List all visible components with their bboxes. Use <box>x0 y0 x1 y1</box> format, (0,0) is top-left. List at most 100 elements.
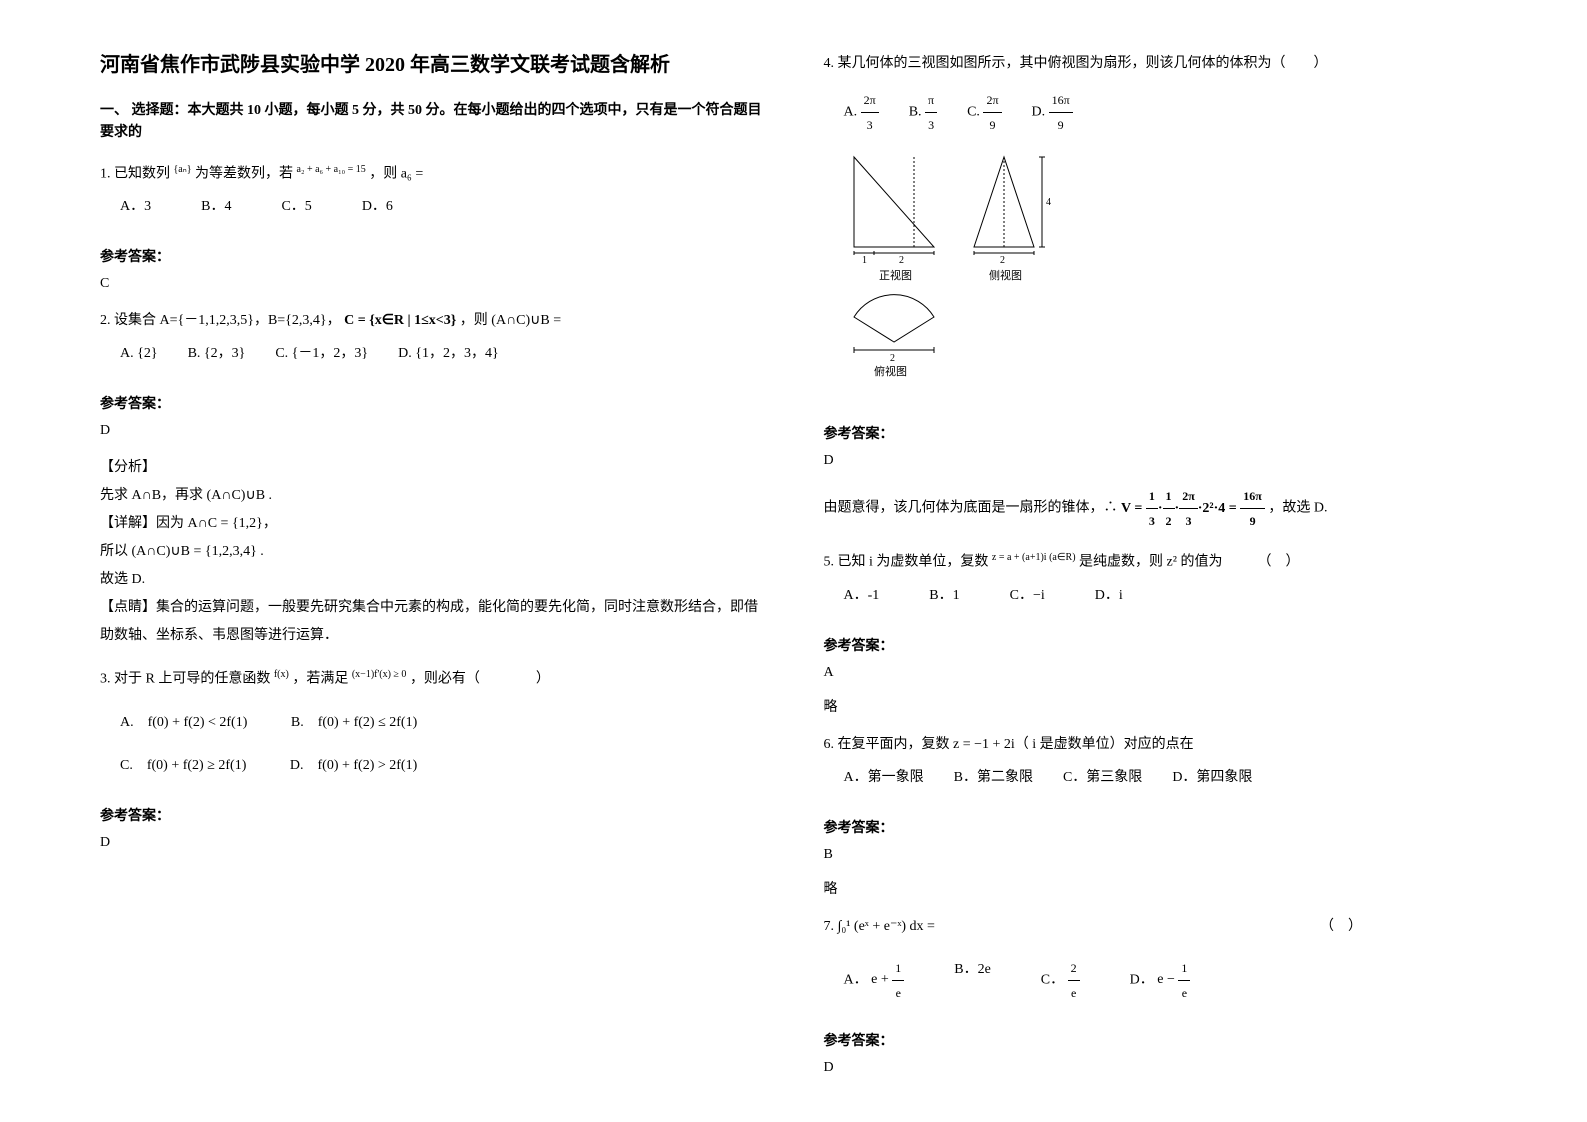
q3-answer-label: 参考答案： <box>100 805 764 825</box>
q7-opt-c: C． 2e <box>1041 956 1080 1005</box>
document-title: 河南省焦作市武陟县实验中学 2020 年高三数学文联考试题含解析 <box>100 50 764 80</box>
q2-answer-label: 参考答案： <box>100 393 764 413</box>
q7-opt-a-expr: e + 1e <box>871 972 904 987</box>
q4-opt-c-prefix: C. <box>967 105 980 120</box>
q2-opt-c: C. {－1，2，3} <box>275 340 368 368</box>
q1-text-suffix: ，则 a₆ = <box>369 166 423 181</box>
q5-text-suffix: 是纯虚数，则 z² 的值为 （ ） <box>1079 555 1299 570</box>
q2-opt-d: D. {1，2，3，4} <box>398 340 499 368</box>
q5-opt-c: C．−i <box>1010 582 1045 610</box>
question-2: 2. 设集合 A={－1,1,2,3,5}，B={2,3,4}， C = {x∈… <box>100 307 764 368</box>
q4-opt-c: C. 2π9 <box>967 88 1001 137</box>
q2-detail-2: 所以 (A∩C)∪B = {1,2,3,4} . <box>100 538 764 566</box>
three-view-diagram: 1 2 正视图 4 2 侧视图 <box>844 147 1064 377</box>
q7-opt-d-prefix: D． <box>1130 972 1154 987</box>
q1-options: A．3 B．4 C．5 D．6 <box>120 193 764 221</box>
q7-options: A． e + 1e B．2e C． 2e D． e − 1e <box>844 956 1488 1005</box>
q4-text: 4. 某几何体的三视图如图所示，其中俯视图为扇形，则该几何体的体积为（ ） <box>824 50 1488 78</box>
q7-opt-c-num: 2 <box>1068 956 1080 981</box>
q3-text-prefix: 3. 对于 R 上可导的任意函数 <box>100 672 274 687</box>
q4-opt-b-num: π <box>925 88 937 113</box>
right-column: 4. 某几何体的三视图如图所示，其中俯视图为扇形，则该几何体的体积为（ ） A.… <box>824 50 1488 1072</box>
q4-explain-suffix: ，故选 D. <box>1268 501 1327 516</box>
q4-opt-d-frac: 16π9 <box>1049 88 1073 137</box>
q7-opt-a: A． e + 1e <box>844 956 905 1005</box>
question-4: 4. 某几何体的三视图如图所示，其中俯视图为扇形，则该几何体的体积为（ ） A.… <box>824 50 1488 398</box>
q3-opt-a: A. f(0) + f(2) < 2f(1) <box>120 715 247 730</box>
q2-analysis-1: 先求 A∩B，再求 (A∩C)∪B . <box>100 482 764 510</box>
q6-answer: B <box>824 847 1488 863</box>
question-6: 6. 在复平面内，复数 z = −1 + 2i（ i 是虚数单位）对应的点在 A… <box>824 731 1488 792</box>
front-view-label: 正视图 <box>879 268 912 282</box>
q7-text-prefix: 7. <box>824 919 838 934</box>
q7-opt-d: D． e − 1e <box>1130 956 1191 1005</box>
q4-opt-a-num: 2π <box>861 88 879 113</box>
section-1-title: 一、 选择题：本大题共 10 小题，每小题 5 分，共 50 分。在每小题给出的… <box>100 100 764 145</box>
q5-abbr: 略 <box>824 696 1488 716</box>
q7-opt-c-den: e <box>1068 981 1080 1005</box>
q1-answer: C <box>100 276 764 292</box>
q4-options: A. 2π3 B. π3 C. 2π9 D. 16π9 <box>844 88 1488 137</box>
q4-opt-d: D. 16π9 <box>1032 88 1073 137</box>
q7-integral: ∫₀¹ (eˣ + e⁻ˣ) dx <box>838 919 924 934</box>
q1-an: {aₙ} <box>174 164 192 175</box>
q7-opt-d-expr: e − 1e <box>1157 972 1190 987</box>
q3-options-row2: C. f(0) + f(2) ≥ 2f(1) D. f(0) + f(2) > … <box>100 752 764 780</box>
q5-opt-a: A．-1 <box>844 582 880 610</box>
q4-answer-label: 参考答案： <box>824 423 1488 443</box>
svg-text:2: 2 <box>890 353 895 364</box>
svg-text:4: 4 <box>1046 197 1051 208</box>
q5-expr: z = a + (a+1)i (a∈R) <box>992 552 1076 563</box>
q2-point: 【点睛】集合的运算问题，一般要先研究集合中元素的构成，能化简的要先化简，同时注意… <box>100 594 764 650</box>
q4-opt-a-den: 3 <box>861 113 879 137</box>
q4-opt-a-frac: 2π3 <box>861 88 879 137</box>
q1-opt-c: C．5 <box>281 193 311 221</box>
q7-answer: D <box>824 1060 1488 1076</box>
question-5: 5. 已知 i 为虚数单位，复数 z = a + (a+1)i (a∈R) 是纯… <box>824 548 1488 610</box>
q6-options: A．第一象限 B．第二象限 C．第三象限 D．第四象限 <box>844 764 1488 792</box>
q7-opt-a-prefix: A． <box>844 972 868 987</box>
q2-text-suffix: ，则 (A∩C)∪B = <box>460 313 561 328</box>
q5-answer-label: 参考答案： <box>824 635 1488 655</box>
q2-analysis-label: 【分析】 <box>100 454 764 482</box>
q4-diagram: 1 2 正视图 4 2 侧视图 <box>844 147 1488 388</box>
q3-text-suffix: ，则必有（ ） <box>410 672 550 687</box>
question-1: 1. 已知数列 {aₙ} 为等差数列，若 a₂ + a₆ + a₁₀ = 15 … <box>100 160 764 222</box>
q7-opt-b: B．2e <box>954 956 991 1005</box>
q4-opt-d-den: 9 <box>1049 113 1073 137</box>
q7-answer-label: 参考答案： <box>824 1030 1488 1050</box>
q6-opt-d: D．第四象限 <box>1172 764 1252 792</box>
q4-opt-d-num: 16π <box>1049 88 1073 113</box>
q6-text: 6. 在复平面内，复数 z = −1 + 2i（ i 是虚数单位）对应的点在 <box>824 731 1488 759</box>
question-7: 7. ∫₀¹ (eˣ + e⁻ˣ) dx = （ ） A． e + 1e B．2… <box>824 913 1488 1005</box>
q1-text-mid: 为等差数列，若 <box>195 166 297 181</box>
q1-text-prefix: 1. 已知数列 <box>100 166 170 181</box>
q2-detail-label: 【详解】因为 A∩C = {1,2}， <box>100 510 764 538</box>
q2-text: 2. 设集合 A={－1,1,2,3,5}，B={2,3,4}， <box>100 313 341 328</box>
q2-options: A. {2} B. {2，3} C. {－1，2，3} D. {1，2，3，4} <box>120 340 764 368</box>
q7-opt-c-frac: 2e <box>1068 956 1080 1005</box>
q4-opt-b-den: 3 <box>925 113 937 137</box>
left-column: 河南省焦作市武陟县实验中学 2020 年高三数学文联考试题含解析 一、 选择题：… <box>100 50 764 1072</box>
q1-answer-label: 参考答案： <box>100 246 764 266</box>
q4-opt-a-prefix: A. <box>844 105 858 120</box>
q3-opt-d: D. f(0) + f(2) > 2f(1) <box>290 758 417 773</box>
q6-opt-a: A．第一象限 <box>844 764 924 792</box>
q4-opt-c-den: 9 <box>983 113 1001 137</box>
q5-opt-d: D．i <box>1095 582 1123 610</box>
q1-opt-d: D．6 <box>362 193 393 221</box>
q3-cond: (x−1)f'(x) ≥ 0 <box>352 669 407 680</box>
q2-conclusion: 故选 D. <box>100 566 764 594</box>
q4-opt-b-frac: π3 <box>925 88 937 137</box>
q4-opt-d-prefix: D. <box>1032 105 1046 120</box>
q6-answer-label: 参考答案： <box>824 817 1488 837</box>
q5-answer: A <box>824 665 1488 681</box>
q3-text-mid: ，若满足 <box>292 672 352 687</box>
q1-opt-b: B．4 <box>201 193 231 221</box>
q4-opt-b: B. π3 <box>909 88 937 137</box>
q4-explain: 由题意得，该几何体为底面是一扇形的锥体，∴ V = 13·12·2π3·2²·4… <box>824 484 1488 533</box>
q4-opt-c-num: 2π <box>983 88 1001 113</box>
side-view-label: 侧视图 <box>989 268 1022 282</box>
q3-options-row1: A. f(0) + f(2) < 2f(1) B. f(0) + f(2) ≤ … <box>100 709 764 737</box>
q6-abbr: 略 <box>824 878 1488 898</box>
